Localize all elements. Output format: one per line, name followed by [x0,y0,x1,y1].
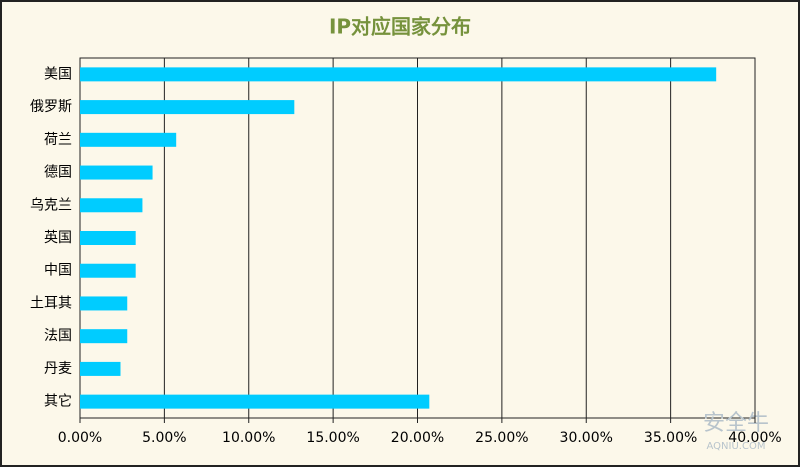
bar [80,394,430,409]
y-tick-label: 其它 [44,393,72,410]
bar [80,329,128,344]
y-tick-label: 英国 [44,229,72,246]
y-tick-label: 土耳其 [30,295,72,311]
y-tick-label: 丹麦 [44,361,72,377]
bar [80,263,136,278]
y-tick-label: 乌克兰 [30,197,72,213]
x-tick-label: 40.00% [728,430,781,446]
bar [80,296,128,311]
y-tick-label: 荷兰 [44,132,72,148]
x-tick-label: 0.00% [58,430,102,446]
y-tick-label: 德国 [44,165,72,181]
y-tick-label: 中国 [44,263,72,279]
x-tick-label: 20.00% [391,430,444,446]
bar [80,361,121,376]
watermark-url: AQNIU.COM [707,441,766,452]
x-tick-label: 5.00% [142,430,186,446]
bar [80,198,143,213]
bar [80,231,136,245]
y-tick-label: 美国 [44,66,72,82]
x-tick-label: 25.00% [475,430,528,446]
chart-title: IP对应国家分布 [329,15,471,39]
bar [80,67,717,82]
x-tick-label: 10.00% [222,430,275,446]
x-tick-label: 15.00% [306,430,359,446]
bar [80,100,295,115]
y-tick-label: 法国 [44,328,72,344]
watermark: 安全牛 [703,411,769,436]
bar [80,132,177,147]
x-tick-label: 30.00% [560,430,613,446]
y-tick-label: 俄罗斯 [30,99,72,115]
bar [80,165,153,180]
x-tick-label: 35.00% [644,430,697,446]
